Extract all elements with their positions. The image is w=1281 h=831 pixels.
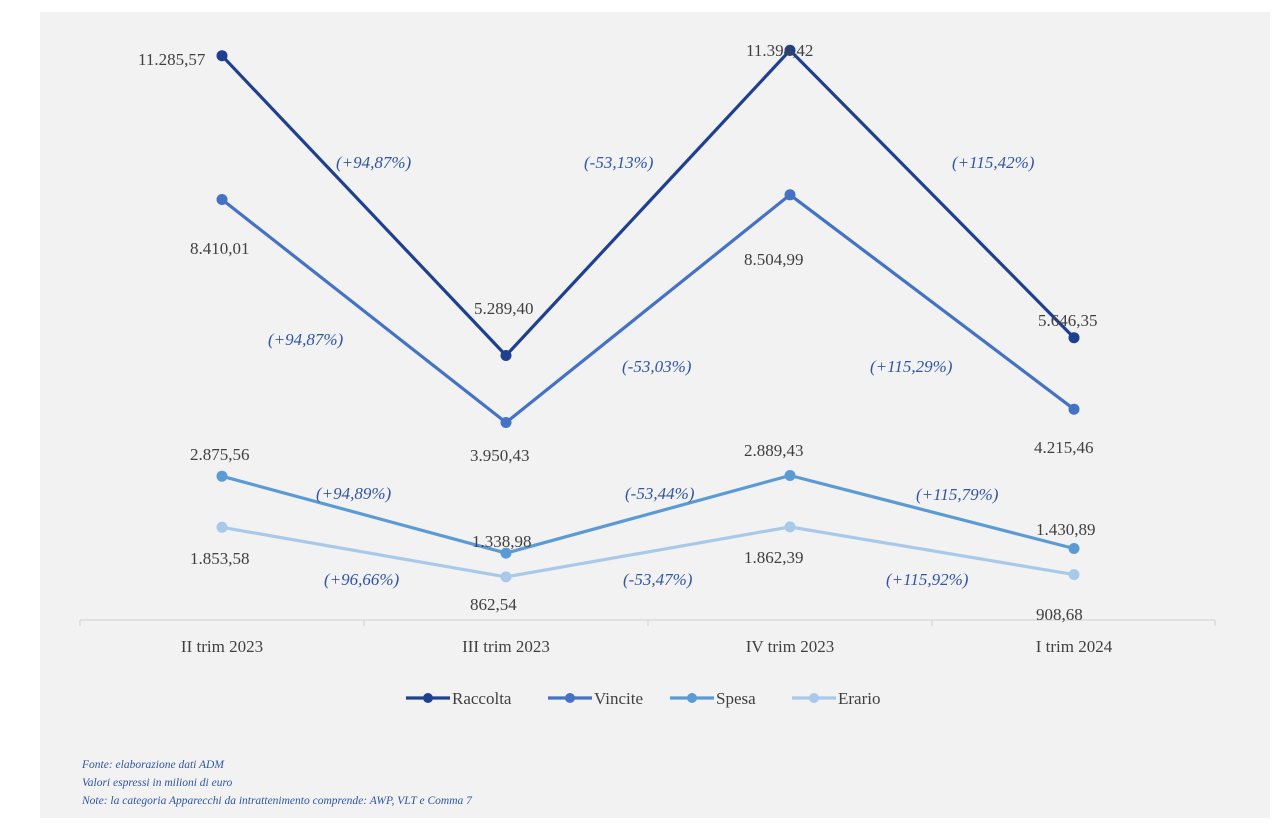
vincite-data-label-3: 4.215,46 [1034,438,1094,457]
erario-point-0 [216,521,228,533]
raccolta-data-label-3: 5.646,35 [1038,311,1098,330]
raccolta-point-3 [1068,332,1080,344]
spesa-change-label-2: (+115,79%) [916,485,999,504]
raccolta-change-label-2: (+115,42%) [952,153,1035,172]
raccolta-data-label-2: 11.394,42 [746,41,813,60]
legend-vincite-label: Vincite [594,689,643,708]
erario-data-label-0: 1.853,58 [190,549,250,568]
source-note: Fonte: elaborazione dati ADM [82,759,224,771]
vincite-data-label-1: 3.950,43 [470,446,530,465]
vincite-change-label-1: (-53,03%) [622,357,692,376]
raccolta-series-line [220,47,1076,358]
vincite-change-label-2: (+115,29%) [870,357,953,376]
erario-change-label-1: (-53,47%) [623,570,693,589]
legend-spesa-marker [687,693,697,703]
raccolta-point-1 [500,350,512,361]
raccolta-change-label-0: (+94,87%) [336,153,412,172]
legend-erario-marker [809,693,819,703]
raccolta-change-label-1: (-53,13%) [584,153,654,172]
erario-change-label-2: (+115,92%) [886,570,969,589]
chart-panel: II trim 2023 III trim 2023 IV trim 2023 I t… [40,12,1270,818]
vincite-change-label-0: (+94,87%) [268,330,344,349]
erario-point-3 [1068,569,1080,581]
erario-change-label-0: (+96,66%) [324,570,400,589]
spesa-point-3 [1068,543,1080,554]
erario-series-line [221,525,1075,579]
spesa-point-0 [216,470,228,482]
erario-data-label-1: 862,54 [470,595,517,614]
vincite-series-line [221,192,1075,425]
x-tick-label-3: I trim 2024 [1036,637,1113,656]
legend-raccolta-label: Raccolta [452,689,512,708]
legend-erario-label: Erario [838,689,880,708]
chart-notes: Fonte: elaborazione dati ADM Valori espr… [82,756,472,810]
erario-data-label-3: 908,68 [1036,605,1083,624]
spesa-data-label-0: 2.875,56 [190,445,250,464]
erario-point-2 [784,521,796,533]
vincite-data-label-2: 8.504,99 [744,250,804,269]
spesa-data-label-1: 1.338,98 [472,532,532,551]
raccolta-point-2 [784,44,796,56]
vincite-point-1 [500,417,512,428]
spesa-series-line [221,473,1075,555]
erario-point-1 [500,571,512,583]
raccolta-data-label-0: 11.285,57 [138,50,206,69]
vincite-point-3 [1068,403,1080,415]
spesa-change-label-0: (+94,89%) [316,484,392,503]
spesa-change-label-1: (-53,44%) [625,484,695,503]
vincite-point-2 [784,189,796,201]
category-note: Note: la categoria Apparecchi da intratt… [82,795,472,807]
spesa-data-label-3: 1.430,89 [1036,520,1096,539]
vincite-data-label-0: 8.410,01 [190,239,250,258]
legend-spesa-label: Spesa [716,689,756,708]
vincite-point-0 [216,194,228,205]
x-tick-label-1: III trim 2023 [462,637,550,656]
line-chart: II trim 2023 III trim 2023 IV trim 2023 I t… [79,41,1216,708]
erario-data-label-2: 1.862,39 [744,548,804,567]
units-note: Valori espressi in milioni di euro [82,777,233,789]
x-tick-label-0: II trim 2023 [181,637,263,656]
legend-raccolta-marker [423,693,433,703]
legend-vincite-marker [565,693,575,703]
raccolta-point-0 [216,50,228,62]
raccolta-data-label-1: 5.289,40 [474,299,534,318]
spesa-data-label-2: 2.889,43 [744,441,804,460]
spesa-point-1 [500,547,512,559]
spesa-point-2 [784,470,796,481]
x-tick-label-2: IV trim 2023 [746,637,834,656]
